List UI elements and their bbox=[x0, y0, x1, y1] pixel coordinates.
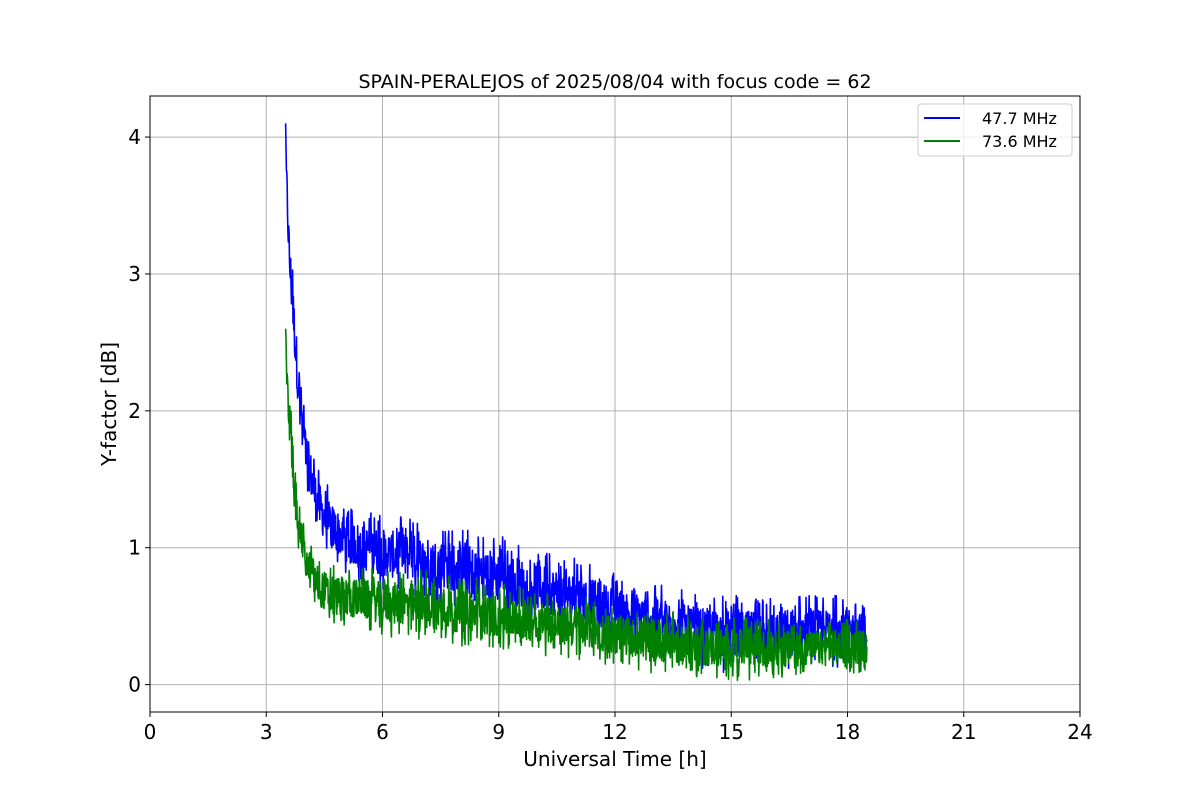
plot-frame bbox=[149, 95, 1081, 713]
series-1 bbox=[284, 123, 868, 674]
y-axis-label: Y-factor [dB] bbox=[97, 342, 121, 467]
y-tick-label: 2 bbox=[128, 399, 141, 423]
legend: 47.7 MHz 73.6 MHz bbox=[917, 103, 1073, 157]
x-tick-label: 3 bbox=[260, 720, 273, 744]
x-tick-label: 12 bbox=[602, 720, 627, 744]
series-layer bbox=[284, 123, 868, 682]
x-tick-label: 6 bbox=[376, 720, 389, 744]
x-tick-label: 18 bbox=[835, 720, 860, 744]
x-tick-label: 15 bbox=[719, 720, 744, 744]
y-tick-label: 1 bbox=[128, 536, 141, 560]
y-tick-label: 0 bbox=[128, 673, 141, 697]
y-tick-label: 3 bbox=[128, 262, 141, 286]
series-line bbox=[284, 123, 868, 674]
chart-title: SPAIN-PERALEJOS of 2025/08/04 with focus… bbox=[358, 71, 871, 93]
x-tick-label: 9 bbox=[492, 720, 505, 744]
x-axis-label: Universal Time [h] bbox=[523, 747, 706, 771]
legend-label: 47.7 MHz bbox=[982, 109, 1057, 128]
x-tick-label: 0 bbox=[144, 720, 157, 744]
legend-label: 73.6 MHz bbox=[982, 132, 1057, 151]
y-tick-label: 4 bbox=[128, 125, 141, 149]
series-2 bbox=[284, 328, 868, 682]
x-tick-label: 24 bbox=[1067, 720, 1092, 744]
series-line bbox=[284, 328, 868, 682]
x-tick-label: 21 bbox=[951, 720, 976, 744]
